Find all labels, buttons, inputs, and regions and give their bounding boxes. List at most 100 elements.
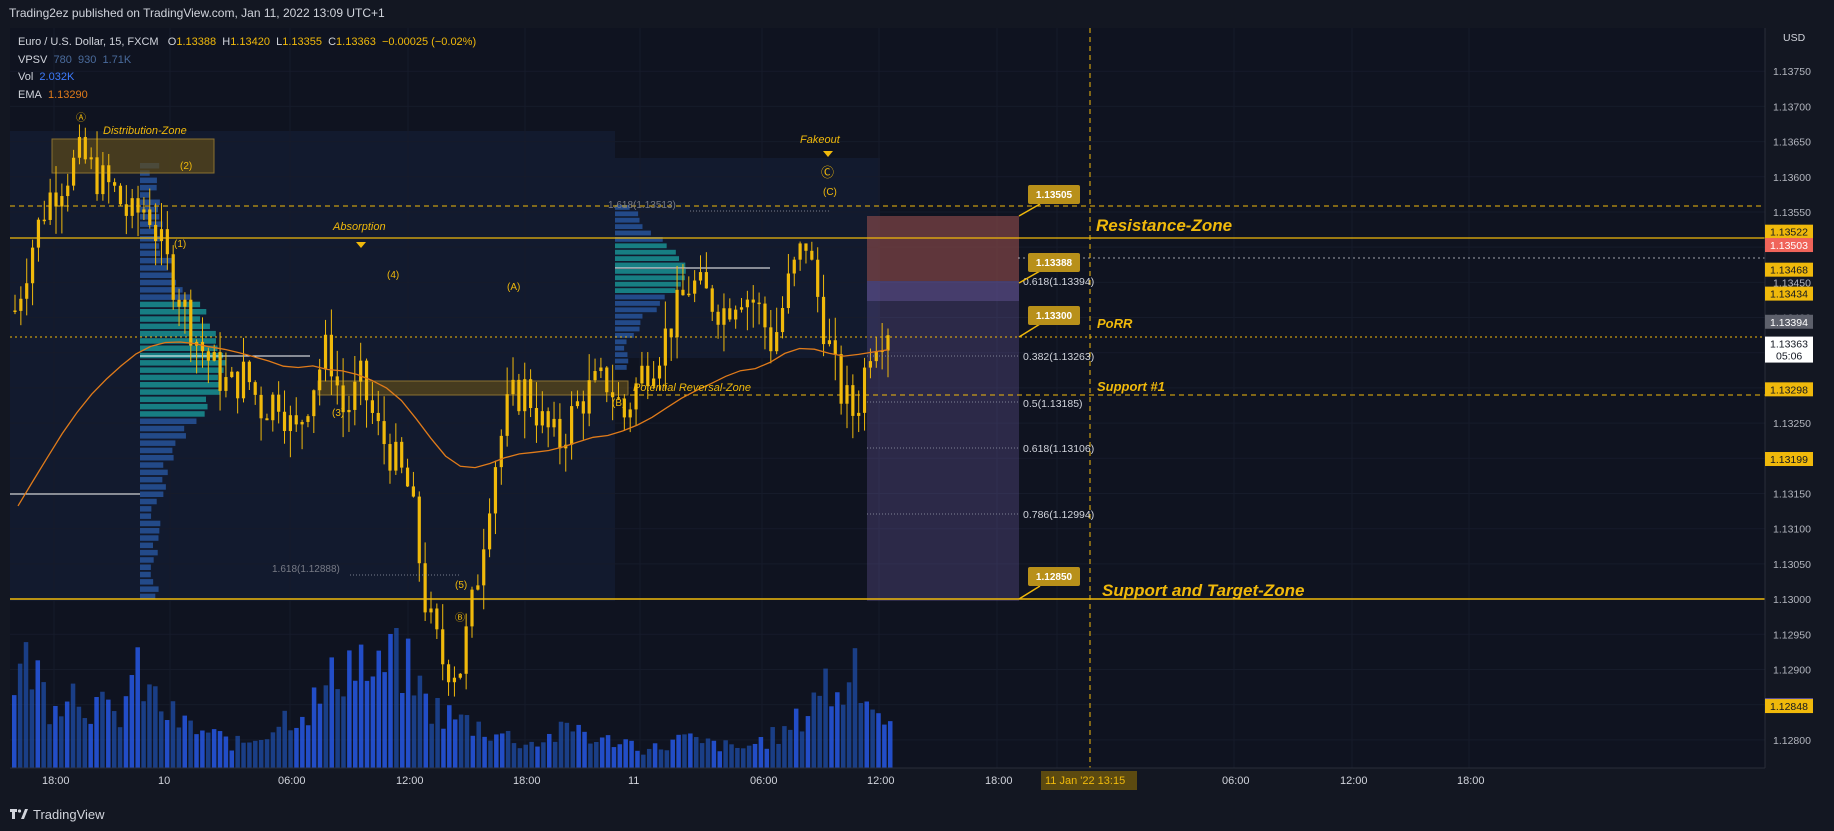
volume-bar	[223, 736, 229, 768]
volume-bar	[41, 682, 46, 768]
y-tick-label: 1.13150	[1773, 489, 1811, 501]
candle-body	[370, 400, 375, 413]
candle-body	[634, 383, 638, 410]
vp-right-bar	[615, 230, 651, 236]
volume-bar	[235, 735, 240, 768]
candle-body	[312, 390, 316, 417]
volume-bar	[258, 739, 264, 768]
label-fakeout: Fakeout	[800, 134, 841, 146]
x-tick-label: 06:00	[278, 775, 306, 787]
x-tick-label: 06:00	[1222, 775, 1250, 787]
price-chart[interactable]: Distribution-Zone Absorption Fakeout Pot…	[10, 28, 1825, 808]
vp-left-bar	[140, 177, 157, 184]
price-label-box	[1765, 382, 1813, 397]
y-tick-label: 1.13750	[1773, 66, 1811, 78]
label-support-1: Support #1	[1097, 379, 1165, 394]
candle-body	[464, 626, 468, 674]
candle-body	[411, 486, 416, 497]
candle-body	[435, 608, 439, 630]
wave-2: (2)	[180, 161, 192, 172]
candle-body	[19, 298, 23, 311]
candle-body	[505, 394, 509, 436]
y-tick-label: 1.12800	[1773, 735, 1811, 747]
footer: TradingView	[0, 800, 1834, 831]
volume-bar	[588, 743, 593, 768]
volume-bar	[611, 747, 617, 768]
vp-left-bar	[140, 389, 221, 395]
y-tick-label: 1.13000	[1773, 594, 1811, 606]
candle-body	[60, 196, 64, 207]
volume-bar	[617, 744, 623, 768]
candle-body	[206, 351, 210, 361]
vp-left-bar	[140, 184, 157, 191]
volume-bar	[341, 696, 346, 768]
volume-bar	[670, 739, 675, 768]
fib-0618-upper: 0.618(1.13394)	[1023, 276, 1094, 288]
legend-high: 1.13420	[230, 36, 270, 48]
label-porr: PoRR	[1097, 316, 1133, 331]
vp-right-bar	[615, 262, 686, 268]
volume-bar	[229, 750, 235, 768]
volume-bar	[270, 732, 276, 768]
chart-frame[interactable]: Distribution-Zone Absorption Fakeout Pot…	[10, 28, 1825, 808]
wave-1: (1)	[174, 239, 186, 250]
x-tick-label: 18:00	[513, 775, 541, 787]
volume-bar	[811, 692, 817, 768]
volume-bar	[888, 721, 893, 768]
price-label-text: 1.13522	[1770, 227, 1808, 239]
candle-body	[130, 198, 134, 216]
candle-body	[786, 273, 790, 309]
volume-bar	[676, 734, 681, 768]
candle-body	[452, 677, 457, 683]
candle-body	[405, 467, 410, 487]
candle-body	[734, 309, 738, 320]
candle-body	[482, 549, 486, 586]
candle-body	[868, 361, 873, 368]
legend-ohlc-row: Euro / U.S. Dollar, 15, FXCM O1.13388 H1…	[18, 34, 476, 52]
candle-body	[622, 398, 626, 418]
price-label-box	[1765, 452, 1813, 467]
candle-body	[200, 341, 205, 352]
candle-body	[652, 378, 656, 387]
volume-bar	[29, 689, 35, 768]
candle-body	[804, 243, 808, 251]
candle-body	[341, 385, 345, 413]
callout-113505: 1.13505	[1018, 185, 1080, 217]
publish-header: Trading2ez published on TradingView.com,…	[0, 0, 1834, 28]
legend-vpsv-v3: 1.71K	[102, 53, 132, 66]
candle-body	[376, 412, 380, 422]
candle-body	[581, 401, 585, 414]
candle-body	[230, 371, 234, 378]
volume-bar	[835, 692, 840, 768]
candle-body	[493, 467, 498, 514]
volume-bar	[370, 676, 376, 768]
candle-body	[739, 307, 744, 310]
x-tick-label: 11 Jan '22 13:15	[1045, 775, 1125, 787]
vp-right-bar	[615, 211, 639, 217]
volume-bar	[100, 691, 105, 768]
price-label-text: 1.13199	[1770, 454, 1808, 466]
price-axis[interactable]	[1765, 28, 1825, 768]
candle-body	[159, 229, 164, 242]
candle-body	[487, 513, 492, 550]
candle-body	[857, 412, 861, 416]
volume-bar	[693, 737, 699, 768]
volume-bar	[23, 642, 29, 768]
volume-bar	[170, 701, 176, 768]
volume-bar	[517, 748, 523, 768]
price-label-text: 1.13468	[1770, 265, 1808, 277]
footer-brand[interactable]: TradingView	[33, 807, 105, 822]
candle-body	[599, 367, 603, 372]
candle-body	[113, 182, 117, 186]
vp-left-bar	[140, 462, 164, 468]
fib-0382: 0.382(1.13263)	[1023, 351, 1094, 363]
candle-body	[13, 310, 17, 312]
legend-change: −0.00025 (−0.02%)	[381, 36, 477, 48]
volume-bar	[164, 720, 170, 768]
legend-open: 1.13388	[176, 36, 217, 48]
candles	[13, 124, 890, 697]
candle-body	[663, 328, 667, 366]
candle-body	[821, 296, 826, 345]
vp-right-bar	[615, 339, 627, 345]
candle-body	[675, 289, 679, 338]
